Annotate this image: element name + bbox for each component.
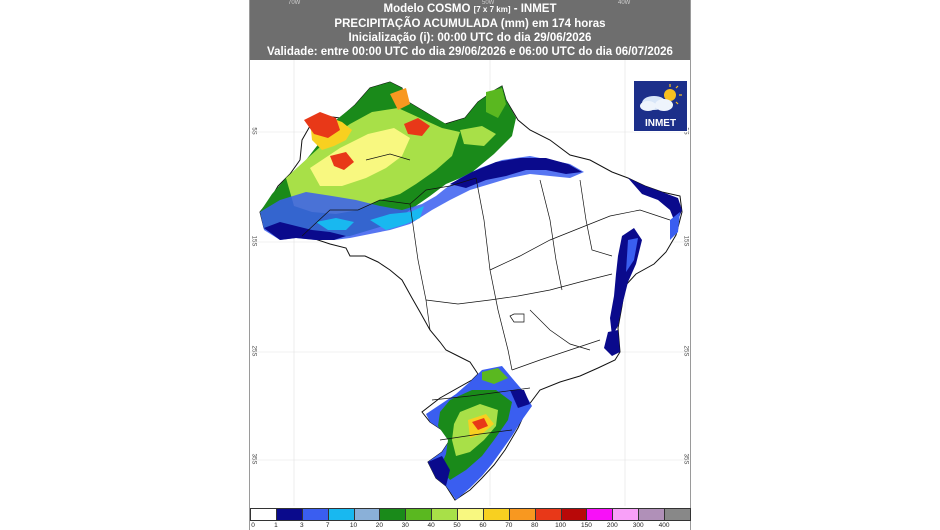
legend-swatch: [353, 508, 381, 521]
legend-label: 0: [251, 522, 255, 529]
legend-swatch: [405, 508, 433, 521]
lon-label: 70W: [288, 0, 301, 6]
legend-swatch: [482, 508, 510, 521]
inmet-logo: INMET: [633, 80, 688, 132]
legend-label: 300: [632, 522, 644, 529]
legend-label: 100: [555, 522, 567, 529]
legend-swatch: [560, 508, 588, 521]
legend-label: 10: [349, 522, 358, 529]
legend-label: 20: [375, 522, 384, 529]
legend-swatch: [275, 508, 303, 521]
lon-label: 40W: [618, 0, 631, 6]
cloud-sun-icon: [640, 84, 682, 111]
legend-swatch: [664, 508, 691, 521]
legend-label: 50: [453, 522, 461, 529]
legend-swatch: [250, 508, 277, 521]
initialization-text: Inicialização (i): 00:00 UTC do dia 29/0…: [348, 32, 592, 44]
validity-text: Validade: entre 00:00 UTC do dia 29/06/2…: [267, 46, 673, 58]
legend-swatch: [534, 508, 562, 521]
state-borders: [301, 153, 671, 441]
legend-label: 3: [299, 522, 304, 529]
legend-label: 400: [658, 522, 670, 529]
lon-label: 50W: [482, 0, 495, 6]
precipitation-map: [250, 60, 690, 506]
legend-swatch: [638, 508, 666, 521]
legend-label: 1: [274, 522, 278, 529]
legend-label: 200: [606, 522, 618, 529]
legend-label: 70: [505, 522, 513, 529]
legend-swatch: [457, 508, 484, 521]
legend-swatch: [612, 508, 640, 521]
legend-label: 80: [531, 522, 539, 529]
legend-label: 150: [581, 522, 592, 529]
legend-swatch: [586, 508, 614, 521]
precipitation-legend: 0 1 3 7 10 20 30 40 50 60 70 80 100 150 200 300 400: [250, 508, 691, 530]
legend-swatch: [301, 508, 329, 521]
legend-swatch: [508, 508, 536, 521]
logo-text: INMET: [644, 118, 677, 129]
legend-label: 60: [479, 522, 487, 529]
legend-label: 7: [325, 522, 330, 529]
legend-label: 30: [401, 522, 409, 529]
legend-label: 40: [427, 522, 435, 529]
product-title: PRECIPITAÇÃO ACUMULADA (mm) em 174 horas: [334, 18, 606, 30]
legend-swatch: [327, 508, 355, 521]
legend-swatch: [379, 508, 407, 521]
forecast-map-panel: Modelo COSMO [7 x 7 km] - INMET PRECIPIT…: [249, 0, 691, 530]
legend-swatch: [431, 508, 459, 521]
map-header: Modelo COSMO [7 x 7 km] - INMET PRECIPIT…: [250, 0, 690, 60]
model-title: Modelo COSMO [7 x 7 km] - INMET: [383, 3, 557, 15]
